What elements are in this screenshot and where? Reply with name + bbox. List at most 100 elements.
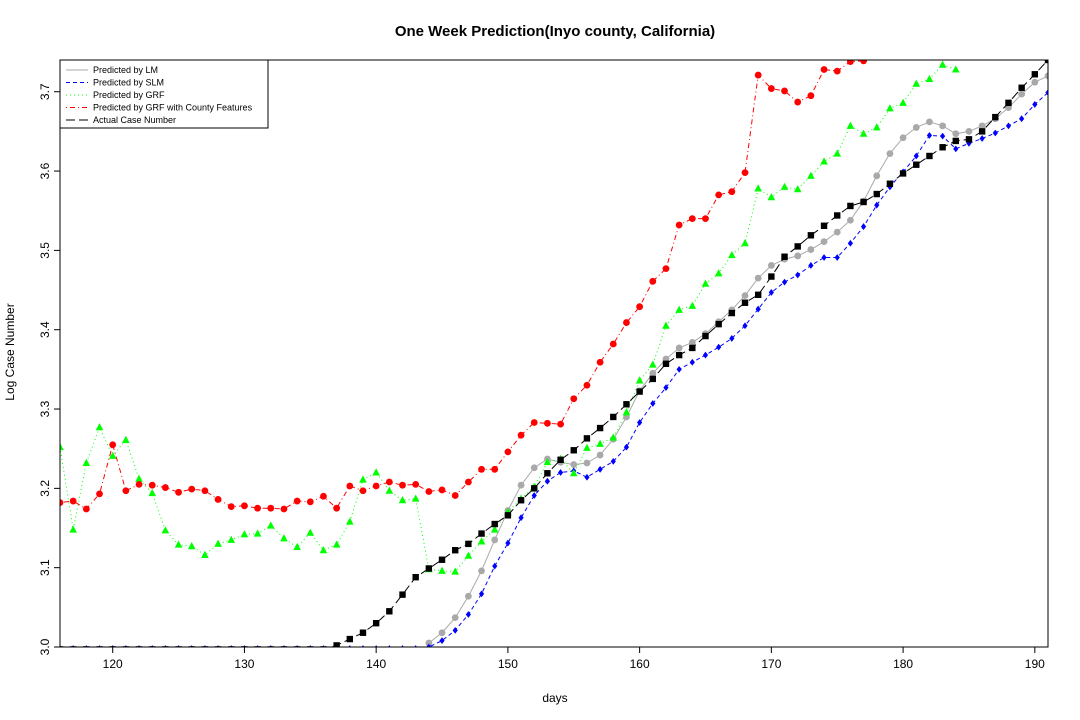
data-point-predicted-by-grf-with-county-features <box>385 478 393 486</box>
y-axis: 3.0 3.1 3.2 3.3 3.4 3.5 3.6 3.7 <box>38 83 60 655</box>
data-point-predicted-by-grf <box>174 540 183 548</box>
data-point-predicted-by-grf <box>201 550 209 558</box>
y-tick-label: 3.5 <box>38 242 52 259</box>
data-point-predicted-by-lm <box>649 369 657 377</box>
data-point-predicted-by-grf <box>214 539 222 547</box>
y-tick-label: 3.7 <box>38 83 52 100</box>
data-point-predicted-by-slm <box>755 305 761 313</box>
data-point-predicted-by-lm <box>939 122 947 130</box>
data-point-predicted-by-grf <box>122 435 130 443</box>
data-point-actual-case-number <box>860 198 867 206</box>
data-point-predicted-by-grf-with-county-features <box>754 71 762 79</box>
data-point-predicted-by-grf-with-county-features <box>860 60 867 65</box>
data-point-predicted-by-grf-with-county-features <box>767 85 775 92</box>
data-point-predicted-by-grf-with-county-features <box>280 505 288 513</box>
data-point-predicted-by-grf <box>714 269 723 277</box>
data-point-actual-case-number <box>886 180 894 187</box>
data-point-predicted-by-lm <box>583 459 591 467</box>
y-tick-label: 3.4 <box>38 321 52 338</box>
data-point-predicted-by-slm <box>808 262 814 269</box>
data-point-predicted-by-grf-with-county-features <box>214 496 222 503</box>
data-point-predicted-by-grf-with-county-features <box>122 487 130 495</box>
data-point-actual-case-number <box>768 273 775 280</box>
data-point-predicted-by-grf <box>596 439 604 447</box>
x-tick-label: 160 <box>630 657 650 671</box>
data-point-predicted-by-lm <box>820 238 828 246</box>
x-tick-label: 180 <box>893 657 913 671</box>
data-point-predicted-by-grf <box>675 305 683 313</box>
data-point-predicted-by-grf-with-county-features <box>372 482 380 490</box>
data-point-predicted-by-grf <box>820 157 828 165</box>
data-point-actual-case-number <box>465 540 472 548</box>
data-point-predicted-by-grf <box>899 98 907 106</box>
data-point-predicted-by-lm <box>596 451 604 459</box>
data-point-predicted-by-grf-with-county-features <box>478 465 485 473</box>
data-point-predicted-by-lm <box>978 122 986 130</box>
data-point-predicted-by-grf <box>319 546 328 554</box>
data-point-predicted-by-slm <box>518 514 524 522</box>
data-point-predicted-by-grf-with-county-features <box>188 485 196 493</box>
x-axis: 120 130 140 150 160 170 180 190 <box>103 647 1045 671</box>
data-point-actual-case-number <box>544 470 551 477</box>
data-point-predicted-by-grf-with-county-features <box>741 169 749 177</box>
data-point-actual-case-number <box>728 309 736 317</box>
data-point-predicted-by-slm <box>465 611 471 618</box>
data-point-predicted-by-grf <box>240 530 249 538</box>
x-axis-label: days <box>542 691 567 705</box>
data-point-predicted-by-grf-with-county-features <box>267 504 275 512</box>
data-point-predicted-by-grf <box>583 443 591 451</box>
data-point-predicted-by-lm <box>833 228 841 236</box>
data-point-predicted-by-grf <box>266 521 275 529</box>
data-point-predicted-by-grf <box>872 123 881 131</box>
data-point-predicted-by-grf-with-county-features <box>781 87 788 95</box>
data-point-actual-case-number <box>359 629 367 636</box>
data-point-actual-case-number <box>478 530 485 537</box>
data-point-predicted-by-grf-with-county-features <box>702 215 709 223</box>
data-point-predicted-by-grf <box>662 321 670 329</box>
data-point-predicted-by-grf <box>306 528 315 536</box>
data-point-predicted-by-lm <box>478 567 485 575</box>
data-point-predicted-by-grf-with-county-features <box>201 487 209 495</box>
data-point-predicted-by-grf-with-county-features <box>649 277 657 285</box>
series-line-predicted-by-slm <box>424 92 1048 647</box>
data-point-predicted-by-slm <box>439 637 445 645</box>
plot-frame <box>59 59 1049 648</box>
data-point-predicted-by-lm <box>464 592 472 600</box>
data-point-predicted-by-lm <box>754 274 762 282</box>
legend-label-predicted-by-grf: Predicted by GRF <box>93 90 165 100</box>
data-point-actual-case-number <box>702 332 709 340</box>
data-point-actual-case-number <box>583 435 591 442</box>
data-point-predicted-by-grf <box>253 529 262 537</box>
chart-title: One Week Prediction(Inyo county, Califor… <box>395 23 715 40</box>
legend-label-predicted-by-lm: Predicted by LM <box>93 65 158 75</box>
data-point-predicted-by-grf-with-county-features <box>833 67 841 75</box>
series-predicted-by-grf-with-county-features <box>60 60 867 513</box>
data-point-predicted-by-slm <box>716 343 722 351</box>
data-point-predicted-by-slm <box>953 145 959 153</box>
data-point-predicted-by-slm <box>834 254 840 261</box>
data-point-predicted-by-grf <box>227 535 236 543</box>
data-point-predicted-by-grf <box>135 474 143 482</box>
y-axis-label: Log Case Number <box>3 303 17 400</box>
data-point-predicted-by-grf <box>280 534 288 542</box>
data-point-predicted-by-grf-with-county-features <box>241 502 248 510</box>
data-point-actual-case-number <box>794 243 801 250</box>
data-point-actual-case-number <box>754 291 762 298</box>
data-point-actual-case-number <box>557 456 564 463</box>
data-point-predicted-by-grf <box>477 537 486 545</box>
data-point-predicted-by-slm <box>1005 122 1012 130</box>
data-point-predicted-by-grf <box>411 494 420 502</box>
data-point-predicted-by-grf-with-county-features <box>412 480 420 488</box>
data-point-predicted-by-grf <box>793 185 802 193</box>
data-point-predicted-by-grf <box>635 376 644 384</box>
data-point-predicted-by-slm <box>557 469 564 476</box>
data-point-predicted-by-grf <box>754 184 762 192</box>
y-tick-label: 3.0 <box>38 638 52 655</box>
data-point-predicted-by-grf <box>925 74 934 83</box>
data-point-predicted-by-grf-with-county-features <box>82 505 90 513</box>
data-point-actual-case-number <box>675 351 683 359</box>
data-point-actual-case-number <box>333 642 340 647</box>
data-point-actual-case-number <box>847 202 854 210</box>
data-point-predicted-by-grf <box>385 486 394 494</box>
data-point-predicted-by-lm <box>517 481 525 489</box>
